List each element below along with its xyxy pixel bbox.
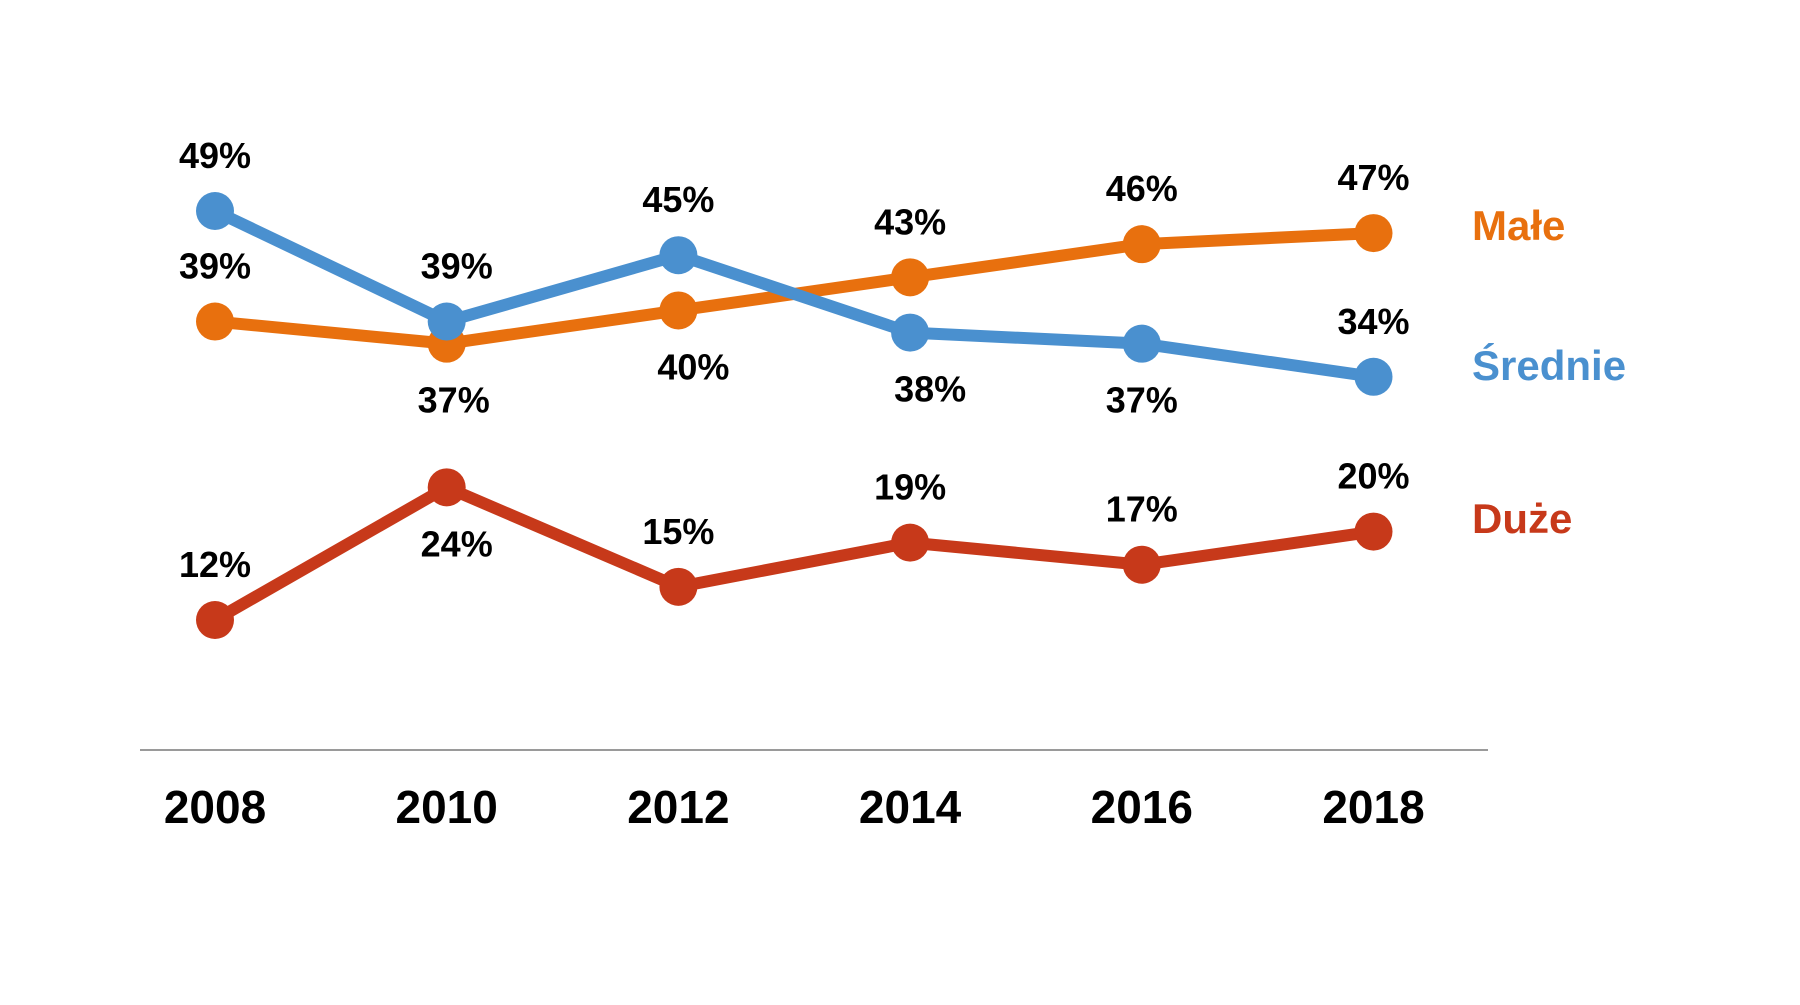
legend-label-srednie: Średnie xyxy=(1472,341,1626,389)
data-label-duze-2010: 24% xyxy=(421,523,493,564)
series-points xyxy=(196,192,1393,639)
data-label-male-2014: 43% xyxy=(874,201,946,242)
data-point-srednie-2018 xyxy=(1354,357,1393,396)
legend-label-male: Małe xyxy=(1472,202,1565,249)
data-point-srednie-2012 xyxy=(659,236,698,275)
x-tick-label-2018: 2018 xyxy=(1322,781,1424,833)
series-line-srednie xyxy=(209,205,1380,383)
data-label-srednie-2016: 37% xyxy=(1106,380,1178,421)
series-line-duze xyxy=(209,481,1380,626)
data-label-duze-2014: 19% xyxy=(874,467,946,508)
data-point-duze-2018 xyxy=(1354,512,1393,551)
data-label-male-2016: 46% xyxy=(1106,168,1178,209)
data-point-male-2018 xyxy=(1354,214,1393,253)
data-label-male-2008: 39% xyxy=(179,246,251,287)
data-point-male-2016 xyxy=(1122,225,1161,264)
data-label-male-2010: 37% xyxy=(418,380,490,421)
data-point-duze-2012 xyxy=(659,567,698,606)
data-point-duze-2008 xyxy=(196,601,234,639)
data-labels: 39% 37% 40% 43% 46% 47% 49% 39% 45% 38% 37% 34% 12% 2… xyxy=(179,135,1410,585)
data-label-male-2018: 47% xyxy=(1337,157,1409,198)
data-label-srednie-2008: 49% xyxy=(179,135,251,176)
x-tick-label-2014: 2014 xyxy=(859,781,962,833)
data-label-duze-2012: 15% xyxy=(642,511,714,552)
data-point-duze-2016 xyxy=(1122,545,1161,584)
data-label-srednie-2014: 38% xyxy=(894,369,966,410)
data-label-duze-2016: 17% xyxy=(1106,489,1178,530)
data-point-duze-2014 xyxy=(891,523,930,562)
x-tick-labels: 2008 2010 2012 2014 2016 2018 xyxy=(164,781,1425,833)
legend-label-duze: Duże xyxy=(1472,495,1572,542)
data-label-srednie-2012: 45% xyxy=(642,179,714,220)
data-point-male-2012 xyxy=(659,291,698,330)
data-label-male-2012: 40% xyxy=(657,346,729,387)
data-point-duze-2010 xyxy=(427,468,466,507)
data-label-srednie-2018: 34% xyxy=(1337,301,1409,342)
x-tick-label-2016: 2016 xyxy=(1091,781,1193,833)
series-lines xyxy=(209,205,1380,626)
data-label-duze-2008: 12% xyxy=(179,544,251,585)
legend: Małe Średnie Duże xyxy=(1472,202,1626,542)
data-label-srednie-2010: 39% xyxy=(421,246,493,287)
data-point-srednie-2016 xyxy=(1122,324,1161,363)
data-point-male-2008 xyxy=(196,302,234,341)
x-tick-label-2010: 2010 xyxy=(396,781,498,833)
data-point-srednie-2014 xyxy=(891,313,930,352)
x-tick-label-2008: 2008 xyxy=(164,781,266,833)
x-tick-label-2012: 2012 xyxy=(627,781,729,833)
data-point-srednie-2008 xyxy=(196,192,234,230)
data-label-duze-2018: 20% xyxy=(1337,456,1409,497)
data-point-male-2014 xyxy=(891,258,930,297)
data-point-srednie-2010 xyxy=(427,302,466,341)
